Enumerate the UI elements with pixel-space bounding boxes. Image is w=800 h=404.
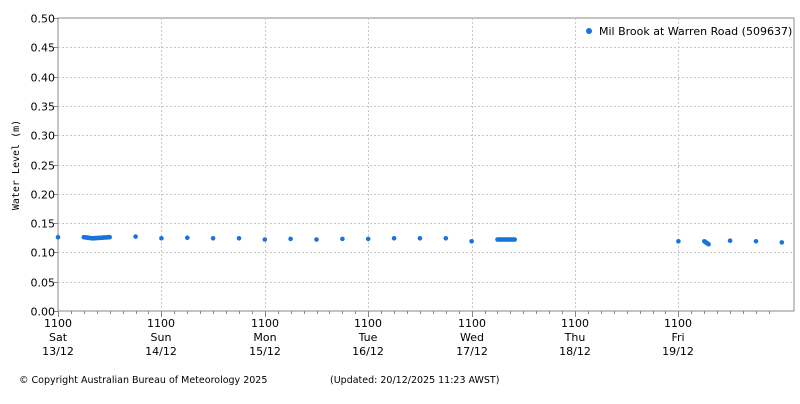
y-tick-label: 0.25 bbox=[31, 160, 56, 173]
series-point bbox=[417, 236, 423, 241]
series-point bbox=[706, 241, 711, 247]
x-tick-label-date: 17/12 bbox=[456, 345, 488, 358]
x-tick-label-day: Sun bbox=[151, 331, 172, 344]
x-tick-label-date: 14/12 bbox=[145, 345, 177, 358]
legend-label: Mil Brook at Warren Road (509637) bbox=[599, 25, 792, 38]
legend-marker bbox=[586, 28, 592, 34]
series-point bbox=[753, 239, 759, 244]
y-tick-label: 0.30 bbox=[31, 130, 56, 143]
series-point bbox=[340, 236, 345, 242]
series-point bbox=[727, 238, 733, 243]
series-point bbox=[365, 236, 371, 242]
x-tick-label-day: Sat bbox=[49, 331, 68, 344]
series-point bbox=[314, 237, 319, 242]
series-point bbox=[391, 236, 397, 241]
series-point bbox=[512, 237, 517, 242]
series-point bbox=[236, 236, 242, 241]
series-point bbox=[779, 240, 785, 245]
y-tick-label: 0.15 bbox=[31, 218, 56, 231]
y-axis-title: Water Level (m) bbox=[11, 120, 22, 210]
series-point bbox=[185, 235, 190, 241]
series-point bbox=[159, 236, 164, 241]
series-point bbox=[210, 236, 216, 241]
x-tick-label-time: 1100 bbox=[354, 317, 382, 330]
x-tick-label-time: 1100 bbox=[458, 317, 486, 330]
series-point bbox=[107, 234, 112, 240]
x-tick-label-time: 1100 bbox=[147, 317, 175, 330]
copyright-text: © Copyright Australian Bureau of Meteoro… bbox=[19, 375, 267, 386]
legend: Mil Brook at Warren Road (509637) bbox=[586, 25, 792, 38]
series-point bbox=[676, 239, 681, 244]
series-points bbox=[55, 234, 785, 247]
y-tick-label: 0.00 bbox=[31, 306, 56, 319]
x-tick-label-time: 1100 bbox=[561, 317, 589, 330]
x-tick-label-date: 16/12 bbox=[352, 345, 384, 358]
grid-lines bbox=[58, 18, 794, 311]
series-point bbox=[55, 234, 61, 240]
y-tick-label: 0.10 bbox=[31, 247, 56, 260]
y-tick-label: 0.45 bbox=[31, 42, 56, 55]
y-tick-label: 0.35 bbox=[31, 101, 56, 114]
x-tick-label-day: Tue bbox=[358, 331, 378, 344]
series-point bbox=[133, 234, 138, 239]
series-point bbox=[443, 236, 449, 241]
y-tick-label: 0.40 bbox=[31, 72, 56, 85]
y-tick-label: 0.05 bbox=[31, 277, 56, 290]
series-point bbox=[262, 237, 268, 242]
x-tick-label-day: Thu bbox=[564, 331, 586, 344]
x-tick-label-date: 13/12 bbox=[42, 345, 74, 358]
x-tick-label-time: 1100 bbox=[664, 317, 692, 330]
x-tick-label-time: 1100 bbox=[44, 317, 72, 330]
series-point bbox=[288, 236, 293, 242]
x-tick-label-day: Fri bbox=[671, 331, 684, 344]
updated-text: (Updated: 20/12/2025 11:23 AWST) bbox=[330, 375, 499, 386]
y-tick-label: 0.50 bbox=[31, 13, 56, 26]
x-tick-label-date: 18/12 bbox=[559, 345, 591, 358]
x-tick-label-day: Wed bbox=[460, 331, 484, 344]
plot-area bbox=[57, 17, 795, 312]
x-tick-label-date: 19/12 bbox=[662, 345, 694, 358]
series-point bbox=[469, 239, 474, 244]
x-tick-label-date: 15/12 bbox=[249, 345, 281, 358]
x-axis: 1100Sat13/121100Sun14/121100Mon15/121100… bbox=[42, 311, 770, 358]
x-tick-label-day: Mon bbox=[253, 331, 276, 344]
y-tick-label: 0.20 bbox=[31, 189, 56, 202]
x-tick-label-time: 1100 bbox=[251, 317, 279, 330]
y-axis: 0.00 0.05 0.10 0.15 0.20 0.25 0.30 0.35 0.40 0.45… bbox=[31, 13, 58, 319]
